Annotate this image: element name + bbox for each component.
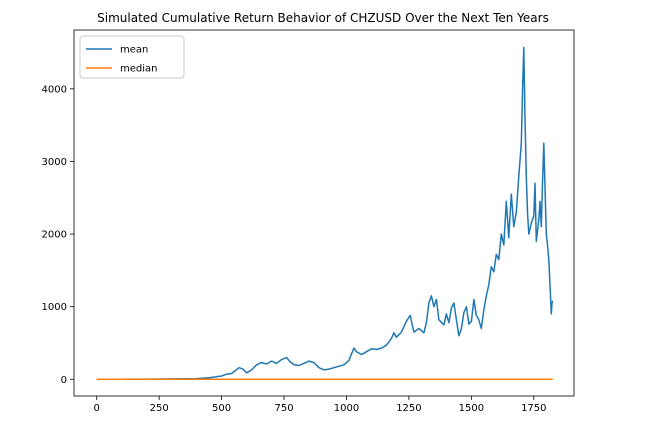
plot-frame xyxy=(73,29,575,397)
y-tick-label: 1000 xyxy=(42,302,67,313)
legend-label-median: median xyxy=(120,64,158,75)
axes: 0 250 500 750 1000 1250 1500 1750 0 1000 2000 3000 4… xyxy=(42,29,575,414)
y-tick-label: 2000 xyxy=(42,230,67,241)
x-tick-label: 500 xyxy=(212,403,231,414)
y-tick-label: 0 xyxy=(61,375,67,386)
legend-label-mean: mean xyxy=(120,45,148,56)
series-line-mean xyxy=(96,46,554,380)
y-tick-label: 3000 xyxy=(42,157,67,168)
plot-area xyxy=(96,46,554,381)
x-tick-label: 0 xyxy=(94,403,100,414)
legend: mean median xyxy=(79,35,185,79)
x-tick-label: 1500 xyxy=(459,403,484,414)
x-tick-label: 250 xyxy=(150,403,169,414)
y-tick-label: 4000 xyxy=(42,84,67,95)
x-tick-label: 1000 xyxy=(334,403,359,414)
chart-title: Simulated Cumulative Return Behavior of … xyxy=(97,11,549,25)
x-tick-label: 1750 xyxy=(521,403,546,414)
x-tick-label: 1250 xyxy=(396,403,421,414)
x-tick-label: 750 xyxy=(274,403,293,414)
